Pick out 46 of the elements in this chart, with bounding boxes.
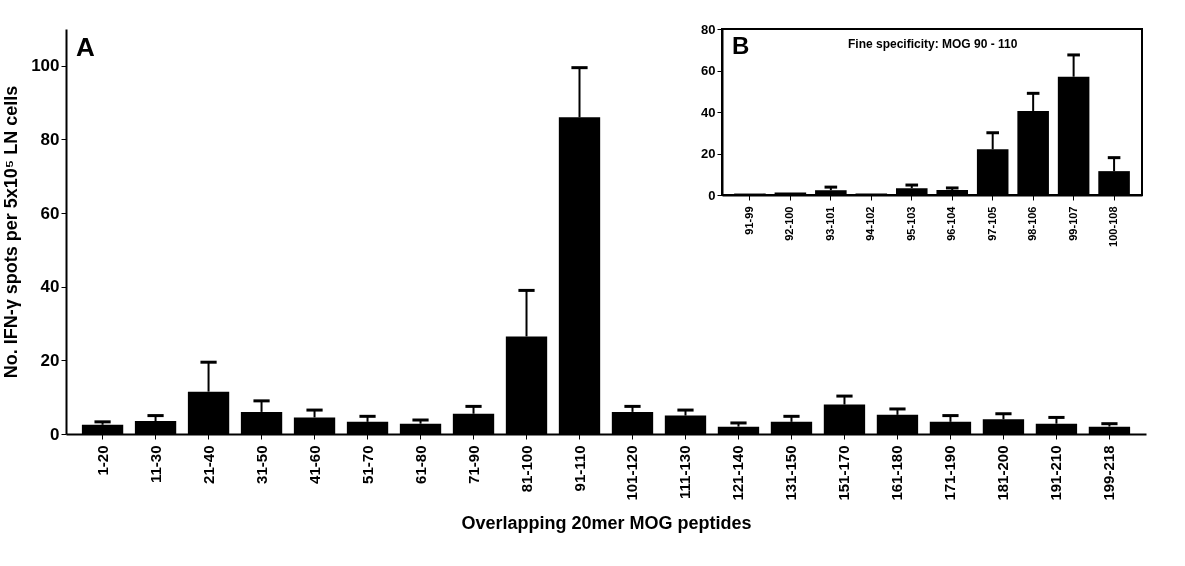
x-tick-label: 98-106 bbox=[1026, 206, 1039, 241]
x-tick-label: 11-30 bbox=[146, 445, 164, 484]
x-tick-label: 151-170 bbox=[835, 445, 853, 501]
x-tick-label: 96-104 bbox=[945, 205, 958, 241]
y-tick-label: 20 bbox=[40, 350, 60, 370]
y-tick-label: 40 bbox=[701, 104, 716, 120]
x-tick-label: 111-130 bbox=[676, 445, 694, 499]
x-tick-label: 61-80 bbox=[411, 445, 429, 484]
y-tick-label: 80 bbox=[701, 21, 716, 37]
x-tick-label: 121-140 bbox=[729, 445, 747, 501]
y-tick-label: 0 bbox=[50, 424, 60, 444]
x-tick-label: 97-105 bbox=[985, 206, 998, 241]
x-tick-label: 99-107 bbox=[1066, 206, 1079, 241]
y-axis-title: No. IFN-γ spots per 5x10⁵ LN cells bbox=[1, 85, 22, 379]
x-axis-title: Overlapping 20mer MOG peptides bbox=[461, 512, 752, 533]
annotation: B bbox=[732, 32, 750, 59]
x-tick-label: 100-108 bbox=[1107, 206, 1120, 247]
x-tick-label: 94-102 bbox=[864, 206, 877, 241]
y-tick-label: 60 bbox=[40, 203, 60, 223]
x-tick-label: 101-120 bbox=[623, 445, 641, 501]
y-tick-label: 20 bbox=[701, 146, 716, 161]
x-tick-label: 31-50 bbox=[252, 445, 270, 484]
x-tick-label: 199-218 bbox=[1100, 445, 1118, 501]
x-tick-label: 191-210 bbox=[1047, 445, 1065, 501]
y-tick-label: 80 bbox=[40, 129, 60, 149]
x-tick-label: 181-200 bbox=[994, 445, 1012, 501]
x-tick-label: 92-100 bbox=[783, 206, 796, 241]
x-tick-label: 1-20 bbox=[93, 445, 111, 476]
x-tick-label: 131-150 bbox=[782, 445, 800, 501]
text: Fine specificity: MOG 90 - 110 bbox=[848, 37, 1018, 51]
annotation: A bbox=[76, 32, 95, 62]
x-tick-label: 171-190 bbox=[941, 445, 959, 501]
x-tick-label: 51-70 bbox=[358, 445, 376, 484]
x-tick-label: 161-180 bbox=[888, 445, 906, 501]
y-tick-label: 100 bbox=[31, 56, 60, 76]
y-tick-label: 60 bbox=[701, 63, 716, 78]
x-tick-label: 91-99 bbox=[742, 206, 755, 235]
x-tick-label: 21-40 bbox=[199, 445, 217, 484]
x-tick-label: 71-90 bbox=[464, 445, 482, 484]
x-tick-label: 91-110 bbox=[570, 445, 588, 492]
y-tick-label: 40 bbox=[40, 277, 60, 297]
x-tick-label: 93-101 bbox=[823, 206, 836, 241]
x-tick-label: 81-100 bbox=[517, 445, 535, 493]
x-tick-label: 41-60 bbox=[305, 445, 323, 484]
x-tick-label: 95-103 bbox=[904, 206, 917, 241]
y-tick-label: 0 bbox=[708, 187, 716, 203]
